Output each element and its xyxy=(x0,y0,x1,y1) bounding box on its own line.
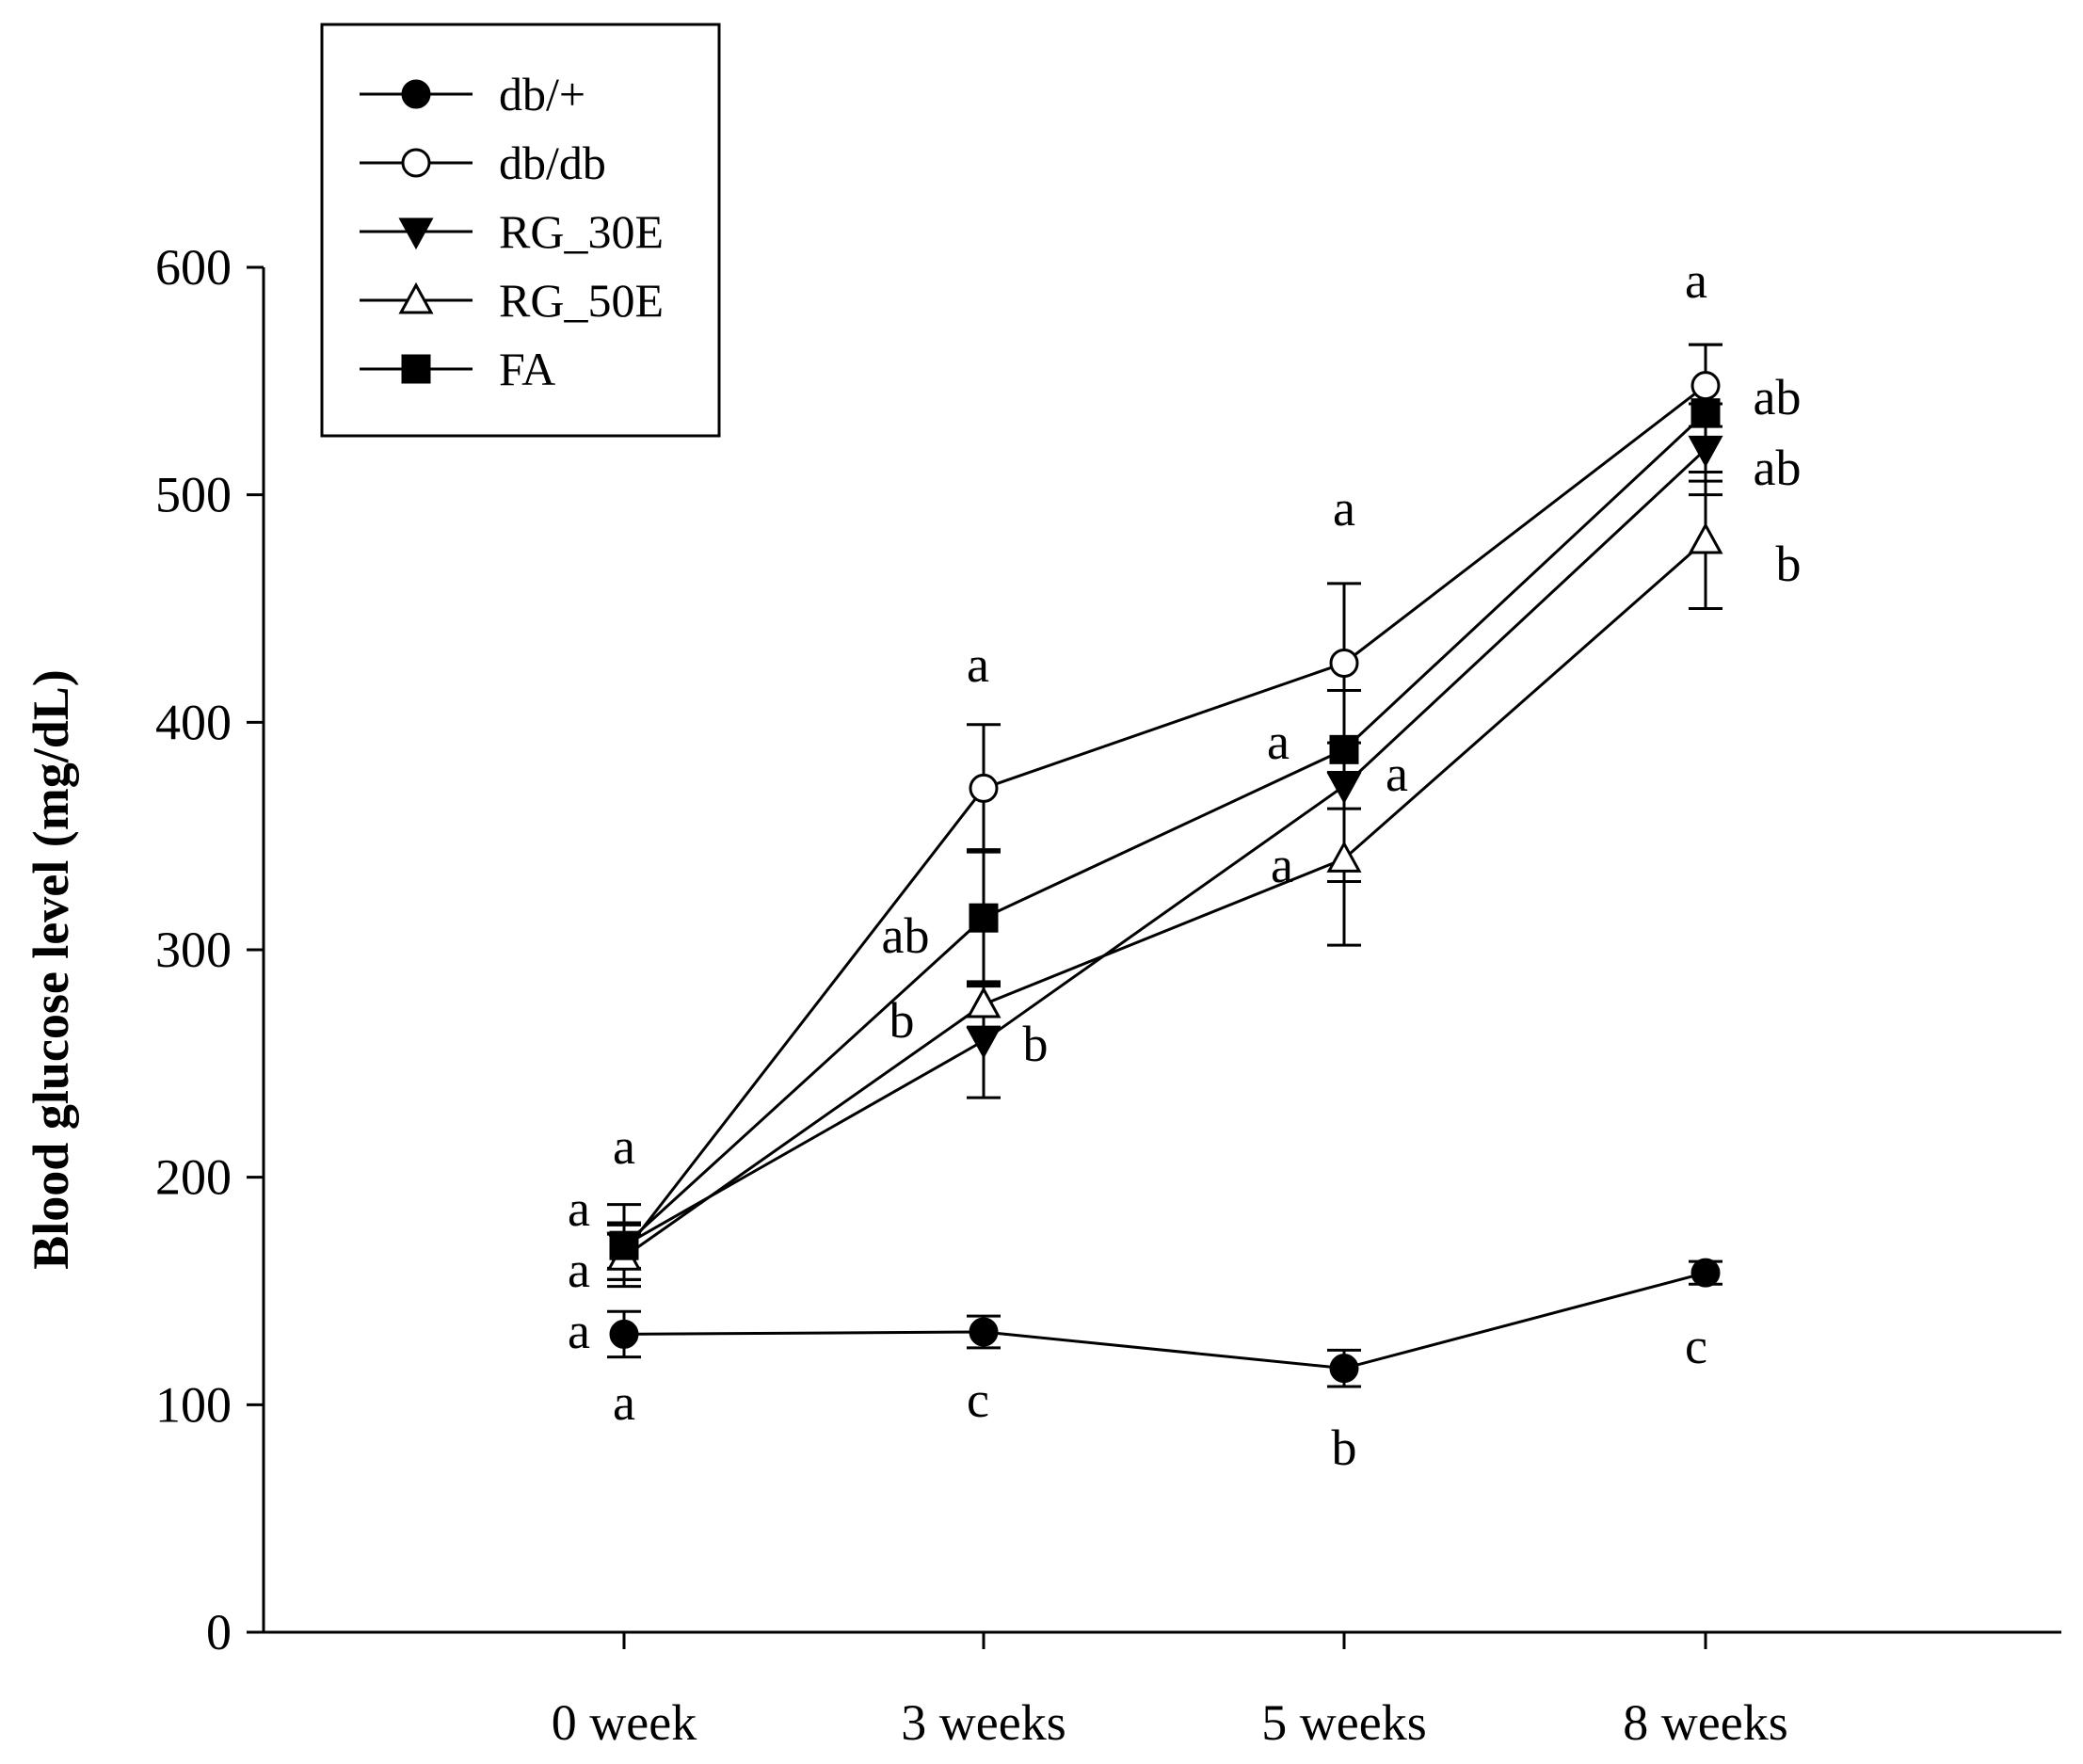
legend: db/+ db/db RG_30E RG_50E FA xyxy=(320,23,721,438)
series-fa xyxy=(607,343,1722,1289)
series-line xyxy=(623,538,1706,1259)
significance-letter: a xyxy=(568,1303,590,1359)
significance-letter: b xyxy=(1332,1419,1357,1476)
axes: 0 100 200 300 400 500 600 0 week 3 weeks 5 weeks 8… xyxy=(155,239,2061,1751)
significance-letter: a xyxy=(1386,746,1408,802)
series-line xyxy=(622,384,1706,1254)
y-tick-label: 300 xyxy=(155,922,232,978)
data-point xyxy=(1690,398,1721,428)
legend-marker xyxy=(401,148,431,178)
x-tick-label: 0 week xyxy=(552,1694,697,1751)
x-tick-label: 5 weeks xyxy=(1261,1694,1426,1751)
plot-area xyxy=(606,343,1723,1388)
data-point xyxy=(1329,1354,1359,1384)
data-point xyxy=(1690,371,1721,401)
y-tick-label: 600 xyxy=(155,239,232,296)
significance-letter: ab xyxy=(1754,440,1802,496)
series-db- xyxy=(607,1259,1722,1388)
legend-entry: db/+ xyxy=(360,68,585,120)
legend-marker xyxy=(398,281,434,314)
legend-label: RG_30E xyxy=(499,205,664,258)
significance-letter: b xyxy=(889,992,915,1049)
legend-label: FA xyxy=(499,343,555,395)
data-point xyxy=(1326,841,1362,873)
significance-letter: a xyxy=(613,1118,635,1175)
data-point xyxy=(969,773,999,803)
x-tick-label: 3 weeks xyxy=(901,1694,1066,1751)
significance-letter: a xyxy=(1685,252,1707,309)
data-point xyxy=(969,1317,999,1347)
data-point xyxy=(1688,521,1723,554)
legend-label: db/+ xyxy=(499,68,585,120)
legend-label: RG_50E xyxy=(499,274,664,327)
data-point xyxy=(609,1230,639,1260)
series-db-db xyxy=(607,343,1722,1281)
legend-marker xyxy=(401,354,431,384)
data-point xyxy=(1688,435,1723,468)
y-tick-label: 200 xyxy=(155,1149,232,1206)
significance-letter: b xyxy=(1776,536,1802,592)
data-point xyxy=(1326,772,1362,805)
significance-letter: ab xyxy=(1754,369,1802,425)
data-point xyxy=(1329,649,1359,678)
data-point xyxy=(966,1027,1001,1059)
data-point xyxy=(966,986,1001,1018)
legend-entry: RG_30E xyxy=(360,205,664,258)
data-point xyxy=(969,903,999,933)
data-point xyxy=(1690,1258,1721,1288)
legend-entry: db/db xyxy=(360,136,606,189)
legend-marker xyxy=(398,217,434,250)
significance-letter: a xyxy=(1267,714,1290,770)
significance-letter: a xyxy=(568,1242,590,1298)
series-line xyxy=(622,411,1707,1247)
legend-entry: RG_50E xyxy=(360,274,664,327)
data-point xyxy=(609,1319,639,1349)
y-tick-label: 0 xyxy=(206,1604,232,1660)
y-axis-label: Blood glucose level (mg/dL) xyxy=(23,669,79,1269)
y-tick-label: 100 xyxy=(155,1376,232,1433)
significance-letter: a xyxy=(613,1374,635,1431)
significance-letter: a xyxy=(1271,837,1293,893)
legend-label: db/db xyxy=(499,136,606,189)
series-line xyxy=(623,448,1707,1247)
series-rg-30e xyxy=(607,402,1722,1270)
x-tick-label: 8 weeks xyxy=(1623,1694,1787,1751)
data-point xyxy=(1329,734,1359,764)
y-tick-label: 400 xyxy=(155,694,232,750)
significance-letter: ab xyxy=(882,907,930,964)
legend-entry: FA xyxy=(360,343,555,395)
significance-letter: c xyxy=(967,1371,989,1428)
significance-letter: a xyxy=(1333,480,1355,537)
series-line xyxy=(623,1271,1706,1371)
significance-letter: a xyxy=(568,1180,590,1237)
legend-marker xyxy=(401,79,431,109)
significance-letter: b xyxy=(1023,1016,1049,1072)
significance-letter: c xyxy=(1685,1318,1707,1374)
y-tick-label: 500 xyxy=(155,467,232,523)
significance-letter: a xyxy=(967,636,989,693)
